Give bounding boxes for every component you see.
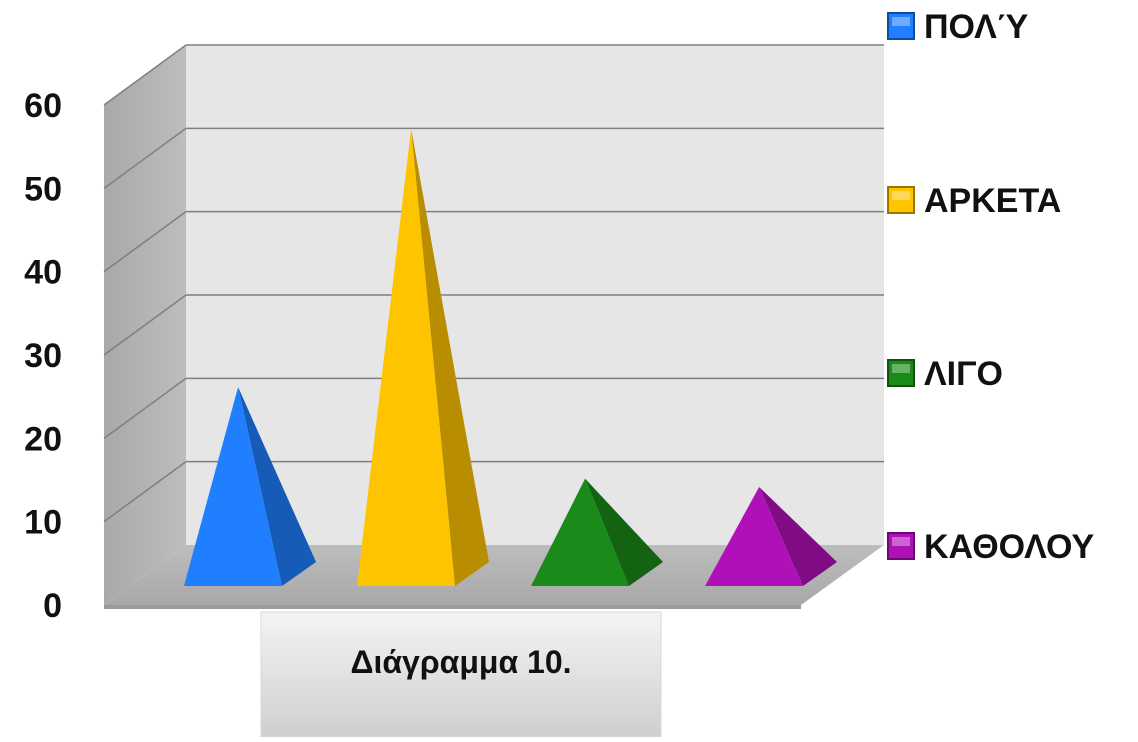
y-tick-label: 60 <box>24 87 62 125</box>
legend-swatch-highlight <box>892 191 910 200</box>
pyramids <box>184 128 837 586</box>
gridline-side <box>103 461 187 523</box>
legend-swatch-highlight <box>892 364 910 373</box>
y-tick-label: 0 <box>43 587 62 625</box>
legend-label: ΑΡΚΕΤΑ <box>924 182 1061 220</box>
pyramid-side-face <box>411 128 489 586</box>
category-box <box>260 611 662 738</box>
pyramid-side-face <box>759 487 837 586</box>
pyramid-3 <box>531 478 663 586</box>
pyramid-front-face <box>705 487 803 586</box>
legend-label: ΛΙΓΟ <box>924 355 1003 393</box>
legend-swatch-highlight <box>892 537 910 546</box>
legend-entry: ΠΟΛΎ <box>887 8 1028 46</box>
gridline-side <box>103 44 187 106</box>
gridline-side <box>103 127 187 189</box>
gridline-side <box>103 377 187 439</box>
legend-swatch <box>887 12 915 40</box>
legend-entry: ΚΑΘΟΛΟΥ <box>887 528 1094 566</box>
y-tick-label: 30 <box>24 337 62 375</box>
legend-label: ΚΑΘΟΛΟΥ <box>924 528 1094 566</box>
legend-swatch <box>887 532 915 560</box>
y-tick-label: 50 <box>24 170 62 208</box>
y-tick-label: 40 <box>24 254 62 292</box>
pyramid-side-face <box>585 478 663 586</box>
legend-swatch <box>887 359 915 387</box>
legend-swatch <box>887 186 915 214</box>
gridlines <box>103 44 884 523</box>
pyramid-4 <box>705 487 837 586</box>
y-axis-ticks: 0 10 20 30 40 50 60 <box>24 87 62 625</box>
floor-front-edge <box>104 605 801 609</box>
pyramid-side-face <box>238 387 316 586</box>
y-tick-label: 10 <box>24 504 62 542</box>
pyramid-front-face <box>357 128 455 586</box>
legend-entry: ΛΙΓΟ <box>887 355 1003 393</box>
legend-entry: ΑΡΚΕΤΑ <box>887 182 1061 220</box>
pyramid-2 <box>357 128 489 586</box>
legend-label: ΠΟΛΎ <box>924 8 1028 46</box>
category-label: Διάγραμμα 10. <box>350 644 571 680</box>
gridline-side <box>103 211 187 273</box>
legend: ΠΟΛΎ ΑΡΚΕΤΑ ΛΙΓΟ ΚΑΘΟΛΟΥ <box>887 8 1094 566</box>
legend-swatch-highlight <box>892 17 910 26</box>
y-tick-label: 20 <box>24 420 62 458</box>
pyramid-front-face <box>184 387 282 586</box>
gridline-side <box>103 294 187 356</box>
pyramid-front-face <box>531 478 629 586</box>
pyramid-1 <box>184 387 316 586</box>
